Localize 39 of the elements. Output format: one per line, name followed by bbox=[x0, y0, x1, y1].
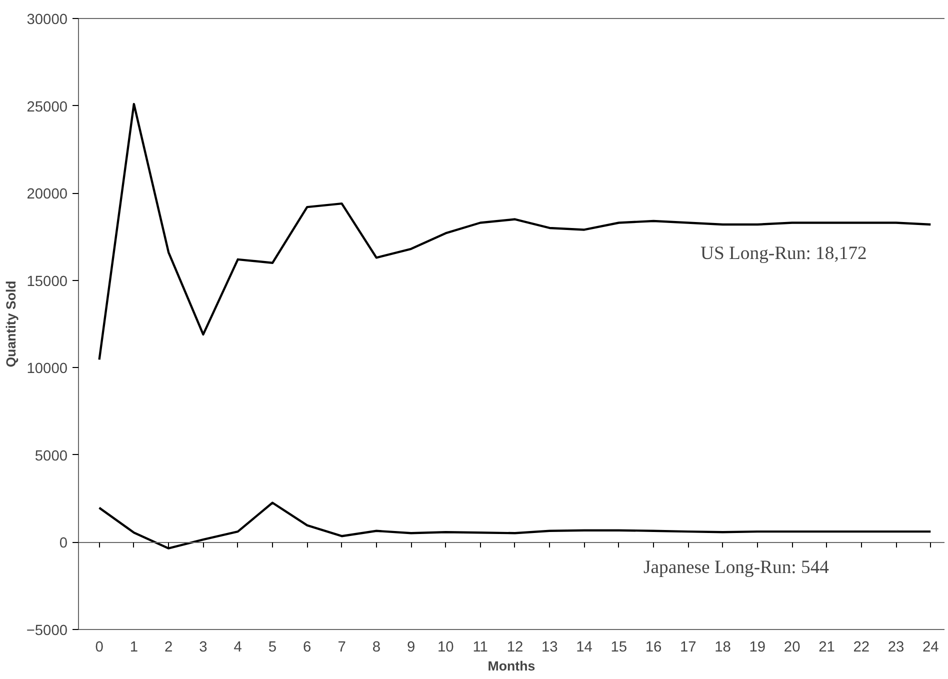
x-tick-label: 18 bbox=[714, 640, 731, 656]
x-tick-label: 15 bbox=[610, 640, 628, 656]
line-series bbox=[98, 502, 932, 550]
y-tick-label: 20000 bbox=[26, 186, 68, 203]
x-tick-label: 0 bbox=[95, 640, 104, 656]
x-tick-label: 14 bbox=[576, 640, 592, 656]
x-tick-label: 17 bbox=[680, 640, 696, 656]
x-tick-label: 19 bbox=[749, 640, 766, 656]
x-tick-label: 8 bbox=[372, 640, 380, 656]
x-tick-label: 24 bbox=[922, 640, 939, 656]
line-series bbox=[98, 102, 932, 361]
x-tick-label: 12 bbox=[506, 640, 524, 656]
x-axis-title: Months bbox=[488, 658, 536, 674]
x-tick-label: 6 bbox=[303, 640, 312, 656]
x-tick-label: 5 bbox=[268, 640, 277, 656]
y-tick-label: 0 bbox=[59, 536, 68, 552]
y-tick-label: 30000 bbox=[26, 12, 68, 28]
y-tick-label: 15000 bbox=[26, 274, 68, 290]
y-tick-label: −5000 bbox=[26, 623, 68, 639]
x-tick-label: 1 bbox=[130, 640, 138, 656]
x-tick-label: 21 bbox=[818, 640, 835, 656]
x-tick-label: 7 bbox=[338, 640, 346, 656]
x-tick-label: 20 bbox=[784, 640, 800, 656]
y-axis-title: Quantity Sold bbox=[3, 280, 18, 368]
y-tick-label: 10000 bbox=[26, 361, 68, 378]
x-tick-label: 11 bbox=[472, 640, 488, 656]
x-tick-label: 3 bbox=[199, 640, 208, 656]
x-tick-label: 22 bbox=[853, 640, 870, 656]
x-tick-label: 2 bbox=[164, 640, 173, 656]
x-tick-label: 9 bbox=[406, 640, 416, 656]
x-tick-label: 23 bbox=[888, 640, 904, 656]
x-tick-label: 4 bbox=[234, 640, 242, 656]
x-tick-label: 16 bbox=[645, 640, 662, 656]
x-tick-label: 10 bbox=[438, 640, 454, 656]
x-tick-label: 13 bbox=[541, 640, 558, 656]
annotation: US Long-Run: 18,172 bbox=[700, 243, 867, 264]
y-tick-label: 5000 bbox=[34, 448, 68, 464]
annotation: Japanese Long-Run: 544 bbox=[644, 557, 830, 578]
y-tick-label: 25000 bbox=[26, 99, 68, 116]
